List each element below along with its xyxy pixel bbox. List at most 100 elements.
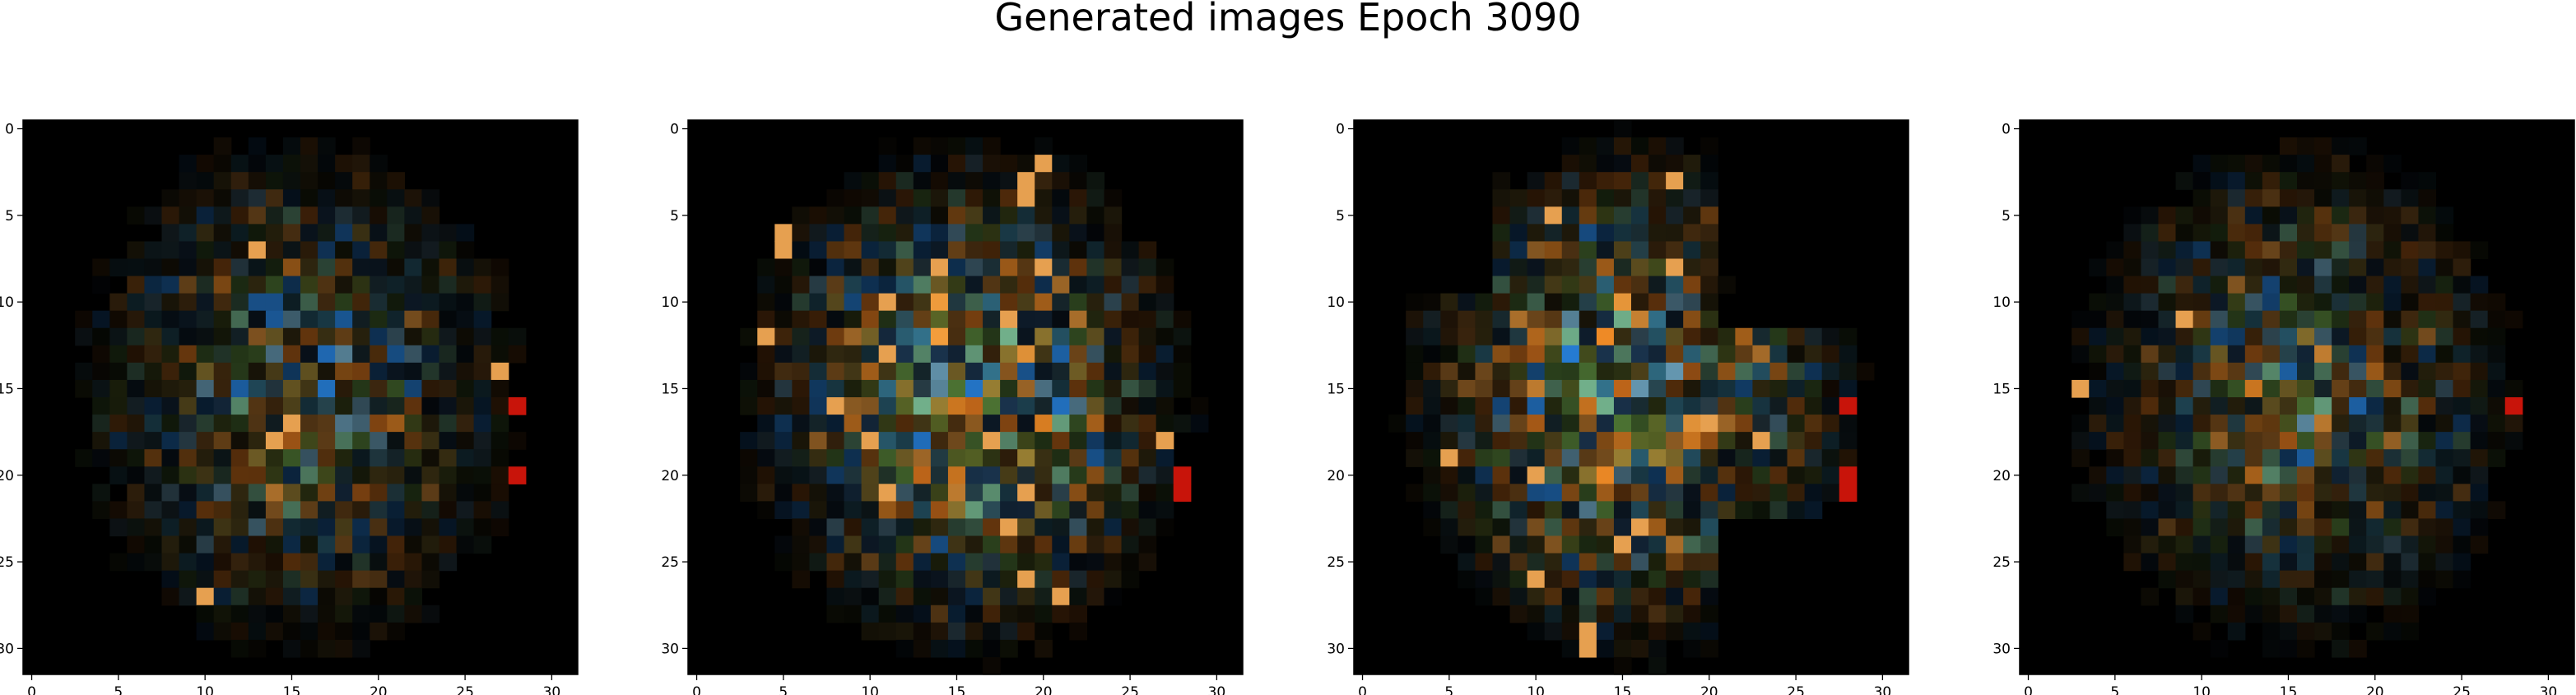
image-pixel <box>2435 484 2454 502</box>
image-pixel <box>913 605 932 623</box>
image-pixel <box>282 605 301 623</box>
image-pixel <box>1000 189 1018 207</box>
image-pixel <box>456 241 475 260</box>
image-pixel <box>335 362 353 381</box>
image-pixel <box>895 258 914 277</box>
x-tick-label: 5 <box>1444 684 1453 695</box>
image-pixel <box>1492 224 1511 243</box>
image-pixel <box>2158 258 2177 277</box>
image-pixel <box>2366 570 2384 589</box>
image-pixel <box>1086 189 1105 207</box>
image-pixel <box>1104 501 1123 520</box>
image-pixel <box>1492 189 1511 207</box>
image-pixel <box>213 518 232 537</box>
image-pixel <box>2487 379 2506 398</box>
image-pixel <box>318 639 336 658</box>
image-pixel <box>1052 449 1070 467</box>
y-tick-label: 10 <box>1992 294 2011 311</box>
image-pixel <box>2297 137 2315 155</box>
image-pixel <box>161 276 180 294</box>
image-pixel <box>774 449 793 467</box>
image-pixel <box>473 258 492 277</box>
image-pixel <box>2470 432 2489 450</box>
image-pixel <box>1000 501 1018 520</box>
image-pixel <box>1475 397 1494 415</box>
image-pixel <box>1509 293 1528 312</box>
image-pixel <box>1735 345 1754 364</box>
image-pixel <box>2158 518 2177 537</box>
image-pixel <box>2453 553 2471 572</box>
image-pixel <box>230 310 249 329</box>
image-pixel <box>1509 587 1528 606</box>
image-pixel <box>1735 501 1754 520</box>
image-pixel <box>1052 189 1070 207</box>
image-pixel <box>2141 518 2160 537</box>
image-pixel <box>965 293 983 312</box>
image-pixel <box>248 484 267 502</box>
image-pixel <box>2401 379 2420 398</box>
image-pixel <box>1596 189 1615 207</box>
image-pixel <box>1155 379 1174 398</box>
image-pixel <box>2366 415 2384 433</box>
image-pixel <box>2297 570 2315 589</box>
image-pixel <box>2383 206 2402 225</box>
image-pixel <box>1492 570 1511 589</box>
image-pixel <box>2123 397 2142 415</box>
image-pixel <box>1000 397 1018 415</box>
image-pixel <box>1104 484 1123 502</box>
image-pixel <box>352 293 370 312</box>
image-pixel <box>2123 258 2142 277</box>
image-pixel <box>895 535 914 554</box>
image-pixel <box>473 379 492 398</box>
image-pixel <box>1527 189 1546 207</box>
image-pixel <box>1440 415 1458 433</box>
image-pixel <box>2175 224 2194 243</box>
image-pixel <box>1752 432 1771 450</box>
image-pixel <box>2227 345 2246 364</box>
image-pixel <box>792 293 811 312</box>
image-pixel <box>352 449 370 467</box>
image-pixel <box>144 327 163 346</box>
image-pixel <box>2175 241 2194 260</box>
image-pixel <box>335 155 353 173</box>
image-pixel <box>1035 570 1053 589</box>
image-pixel <box>1648 258 1667 277</box>
image-pixel <box>127 241 146 260</box>
image-pixel <box>1509 466 1528 484</box>
image-pixel <box>282 310 301 329</box>
image-pixel <box>844 432 863 450</box>
image-pixel <box>144 310 163 329</box>
image-pixel <box>947 379 966 398</box>
image-pixel <box>1492 553 1511 572</box>
image-pixel <box>1509 362 1528 381</box>
image-pixel <box>1104 258 1123 277</box>
image-pixel <box>826 397 845 415</box>
image-pixel <box>2175 206 2194 225</box>
image-pixel <box>196 327 215 346</box>
image-pixel <box>947 345 966 364</box>
image-pixel <box>895 362 914 381</box>
image-pixel <box>1769 415 1788 433</box>
image-pixel <box>1787 415 1806 433</box>
image-pixel <box>1035 327 1053 346</box>
image-pixel <box>179 587 198 606</box>
image-pixel <box>1052 484 1070 502</box>
image-pixel <box>2279 501 2298 520</box>
image-pixel <box>1700 293 1718 312</box>
image-pixel <box>2141 327 2160 346</box>
image-pixel <box>2175 258 2194 277</box>
image-pixel <box>1121 293 1140 312</box>
image-pixel <box>300 501 319 520</box>
image-pixel <box>1069 570 1088 589</box>
image-pixel <box>1648 535 1667 554</box>
image-pixel <box>2504 379 2523 398</box>
image-pixel <box>2210 224 2229 243</box>
image-pixel <box>1458 553 1476 572</box>
image-pixel <box>2244 345 2263 364</box>
image-pixel <box>1735 449 1754 467</box>
image-pixel <box>439 224 458 243</box>
image-pixel <box>2192 432 2211 450</box>
image-pixel <box>127 432 146 450</box>
image-pixel <box>196 310 215 329</box>
image-pixel <box>826 276 845 294</box>
